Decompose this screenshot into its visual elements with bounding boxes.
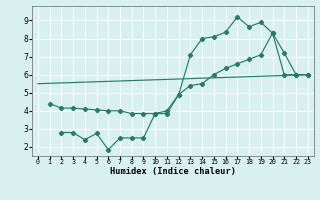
X-axis label: Humidex (Indice chaleur): Humidex (Indice chaleur): [110, 167, 236, 176]
